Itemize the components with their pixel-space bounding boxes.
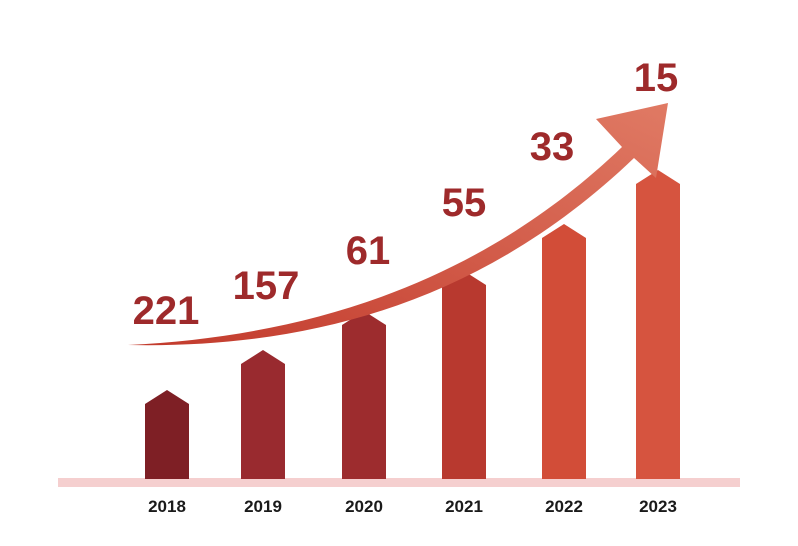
x-tick-label-2023: 2023	[639, 497, 677, 516]
bar-2022	[542, 224, 586, 479]
x-tick-label-2020: 2020	[345, 497, 383, 516]
data-label-2019: 157	[233, 264, 300, 308]
trend-arrow	[128, 103, 668, 346]
data-label-2020: 61	[346, 229, 391, 273]
data-label-2022: 33	[530, 125, 575, 169]
data-label-2023: 15	[634, 56, 679, 100]
x-tick-label-2022: 2022	[545, 497, 583, 516]
x-tick-label-2021: 2021	[445, 497, 483, 516]
data-label-2021: 55	[442, 181, 487, 225]
x-tick-label-2019: 2019	[244, 497, 282, 516]
bar-2020	[342, 311, 386, 479]
data-label-2018: 221	[133, 289, 200, 333]
bar-2023	[636, 170, 680, 479]
bar-2018	[145, 390, 189, 479]
x-tick-label-2018: 2018	[148, 497, 186, 516]
bar-2019	[241, 350, 285, 479]
bar-2021	[442, 271, 486, 479]
baseline	[58, 478, 740, 487]
